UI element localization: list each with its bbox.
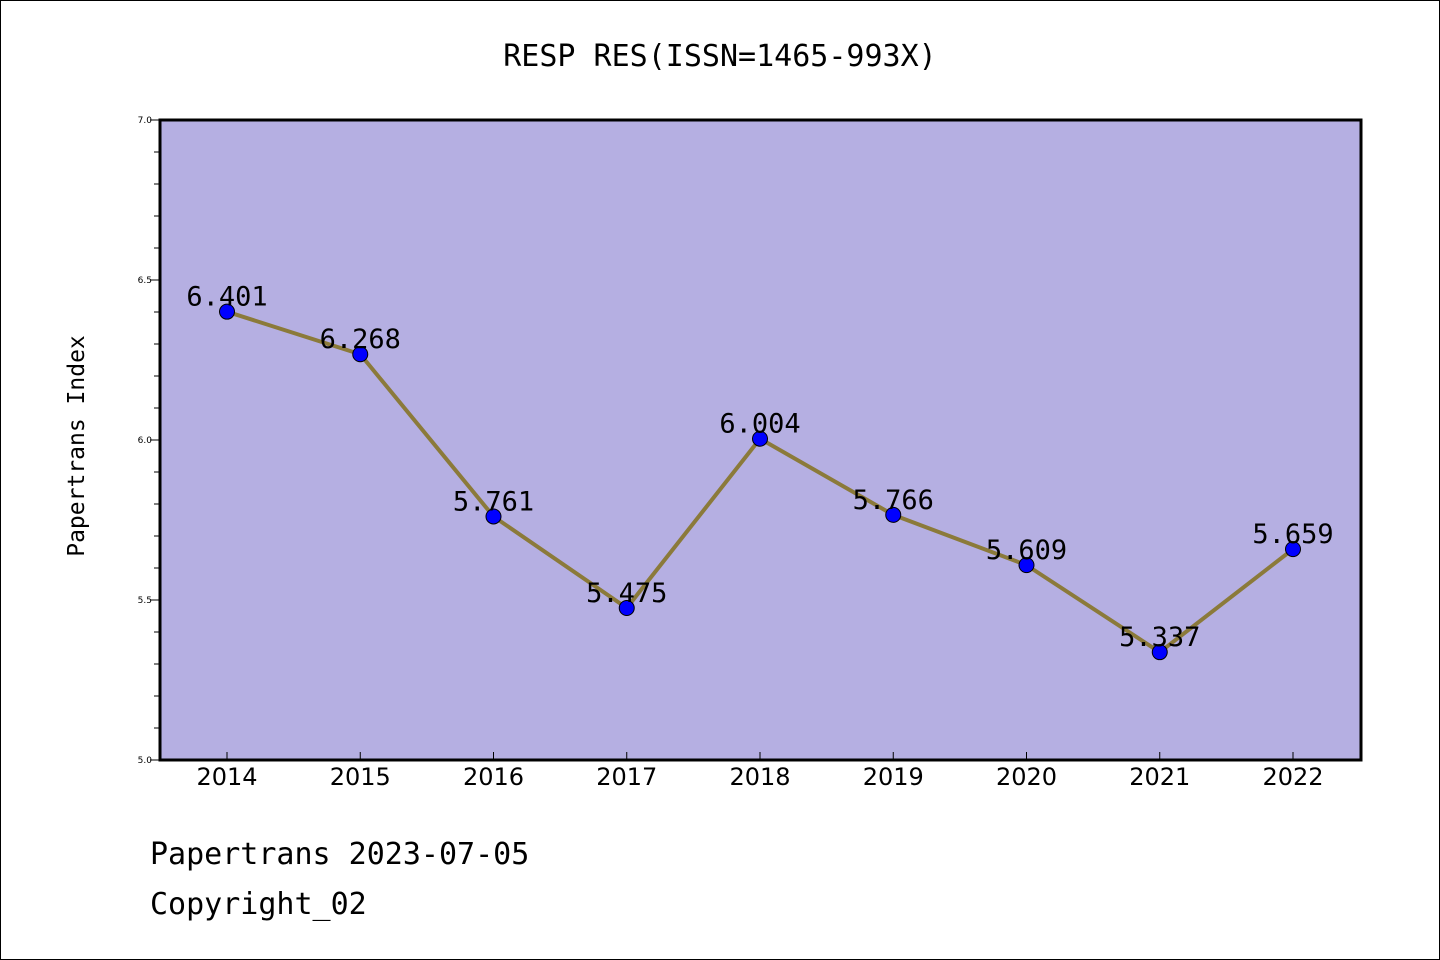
y-tick-label: 7.0 xyxy=(138,116,153,126)
x-tick-label: 2021 xyxy=(1129,763,1190,791)
x-tick-label: 2019 xyxy=(863,763,924,791)
data-point xyxy=(1285,541,1301,558)
x-tick-label: 2018 xyxy=(729,763,790,791)
x-tick-label: 2014 xyxy=(196,763,257,791)
data-label: 5.766 xyxy=(853,485,934,516)
y-tick-label: 6.5 xyxy=(138,276,152,286)
data-point xyxy=(752,430,768,447)
series-group: 6.401 6.268 5.761 5.475 6.004 5.766 5.609 5.337… xyxy=(186,282,1334,661)
x-tick-label: 2015 xyxy=(330,763,391,791)
chart-title: RESP RES(ISSN=1465-993X) xyxy=(503,39,936,74)
y-tick-label: 5.5 xyxy=(138,596,152,606)
footer-copyright: Copyright_02 xyxy=(150,887,367,922)
x-tick-label: 2020 xyxy=(996,763,1057,791)
data-point xyxy=(1018,557,1035,574)
y-tick-label: 5.0 xyxy=(138,756,153,766)
y-axis-ticks: 5.0 5.5 6.0 6.5 7.0 xyxy=(138,116,160,766)
data-point xyxy=(1151,644,1168,661)
data-label: 6.401 xyxy=(186,282,267,313)
data-label: 6.004 xyxy=(719,409,800,440)
data-point xyxy=(885,506,902,523)
data-label: 5.609 xyxy=(986,535,1067,566)
x-tick-label: 2016 xyxy=(463,763,524,791)
data-label: 5.475 xyxy=(586,578,667,609)
x-tick-label: 2022 xyxy=(1262,763,1323,791)
x-axis-ticks: 2014 2015 2016 2017 2018 2019 2020 2021 2022 xyxy=(196,752,1324,791)
footer-date-line: Papertrans 2023-07-05 xyxy=(150,837,529,872)
data-point xyxy=(352,346,369,363)
data-label: 5.761 xyxy=(453,486,534,517)
data-point xyxy=(219,303,235,320)
data-label: 6.268 xyxy=(320,324,401,355)
data-label: 5.659 xyxy=(1252,519,1333,550)
y-tick-label: 6.0 xyxy=(138,436,153,446)
data-label: 5.337 xyxy=(1119,622,1200,653)
x-tick-label: 2017 xyxy=(596,763,657,791)
data-point xyxy=(485,508,502,525)
y-axis-label: Papertrans Index xyxy=(64,335,90,557)
data-point xyxy=(618,600,635,616)
